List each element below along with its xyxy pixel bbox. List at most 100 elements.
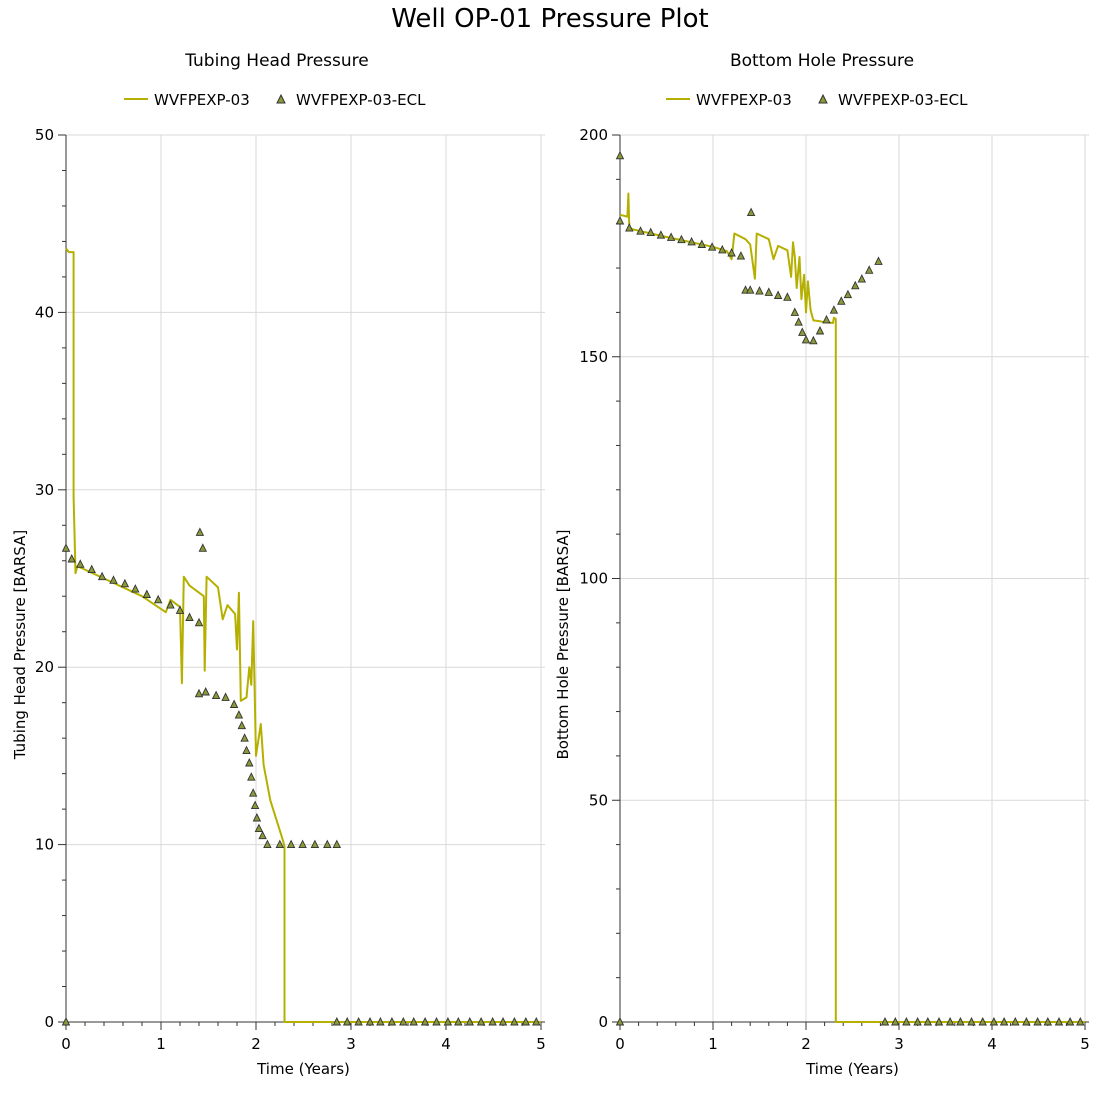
data-point-marker bbox=[263, 839, 272, 849]
data-point-marker bbox=[891, 1016, 900, 1026]
data-point-marker bbox=[120, 578, 130, 588]
data-point-marker bbox=[837, 296, 846, 305]
data-point-marker bbox=[420, 1016, 430, 1026]
data-point-marker bbox=[465, 1016, 475, 1026]
legend-entry-label: WVFPEXP-03 bbox=[696, 91, 792, 109]
x-tick-label: 2 bbox=[251, 1035, 261, 1053]
data-point-marker bbox=[764, 287, 774, 296]
series-1 bbox=[65, 247, 541, 1023]
chart-panel-2: Bottom Hole Pressure WVFPEXP-03 WVFPEXP-03… bbox=[554, 51, 1090, 1078]
data-point-marker bbox=[809, 335, 818, 345]
data-point-marker bbox=[323, 839, 332, 849]
grid bbox=[66, 134, 545, 1022]
y-tick-label: 20 bbox=[35, 658, 54, 676]
data-point-marker bbox=[1076, 1016, 1085, 1026]
series-1 bbox=[619, 192, 1085, 1023]
y-axis-label: Bottom Hole Pressure [BARSA] bbox=[554, 530, 572, 760]
data-point-marker bbox=[687, 236, 696, 246]
data-point-marker bbox=[857, 274, 867, 283]
data-point-marker bbox=[1054, 1016, 1064, 1026]
data-point-marker bbox=[790, 307, 800, 316]
data-point-marker bbox=[851, 280, 860, 290]
data-point-marker bbox=[798, 327, 807, 336]
data-point-marker bbox=[248, 788, 258, 797]
data-point-marker bbox=[727, 247, 736, 257]
data-point-marker bbox=[999, 1016, 1009, 1026]
data-point-marker bbox=[399, 1016, 408, 1026]
data-point-marker bbox=[332, 839, 342, 849]
grid bbox=[620, 134, 1089, 1022]
data-point-marker bbox=[97, 571, 107, 581]
data-point-marker bbox=[221, 692, 230, 701]
data-point-marker bbox=[131, 584, 140, 593]
data-point-marker bbox=[801, 334, 811, 344]
chart-title: Tubing Head Pressure bbox=[184, 51, 369, 71]
x-tick-label: 3 bbox=[894, 1035, 904, 1053]
data-point-marker bbox=[109, 575, 118, 584]
data-point-marker bbox=[175, 605, 185, 614]
data-point-marker bbox=[237, 720, 247, 730]
data-point-marker bbox=[166, 600, 175, 609]
x-tick-label: 4 bbox=[987, 1035, 997, 1053]
y-tick-label: 100 bbox=[579, 570, 608, 588]
y-tick-label: 0 bbox=[44, 1013, 54, 1031]
data-point-marker bbox=[194, 688, 204, 698]
data-point-marker bbox=[880, 1016, 890, 1026]
data-point-marker bbox=[646, 227, 655, 237]
data-point-marker bbox=[1043, 1016, 1053, 1026]
legend: WVFPEXP-03 WVFPEXP-03-ECL bbox=[666, 91, 968, 109]
data-point-marker bbox=[1011, 1016, 1020, 1026]
data-point-marker bbox=[864, 265, 874, 274]
data-point-marker bbox=[298, 839, 307, 849]
data-point-marker bbox=[185, 612, 194, 621]
data-point-marker bbox=[666, 232, 676, 241]
data-point-marker bbox=[153, 594, 163, 604]
data-point-marker bbox=[783, 292, 792, 301]
chart-title: Bottom Hole Pressure bbox=[730, 51, 914, 71]
y-tick-label: 30 bbox=[35, 481, 54, 499]
data-point-marker bbox=[874, 256, 883, 265]
x-axis-label: Time (Years) bbox=[256, 1060, 350, 1078]
y-tick-label: 50 bbox=[35, 126, 54, 144]
legend-entry-label: WVFPEXP-03-ECL bbox=[296, 91, 426, 109]
x-axis-label: Time (Years) bbox=[805, 1060, 899, 1078]
data-point-marker bbox=[432, 1016, 441, 1026]
data-point-marker bbox=[286, 839, 296, 849]
data-point-marker bbox=[815, 325, 825, 335]
data-point-marker bbox=[488, 1016, 497, 1026]
data-point-marker bbox=[956, 1016, 965, 1026]
data-point-marker bbox=[913, 1016, 922, 1026]
data-point-marker bbox=[636, 226, 645, 235]
data-point-marker bbox=[409, 1016, 418, 1026]
chart-panel-1: Tubing Head Pressure WVFPEXP-03 WVFPEXP-03… bbox=[11, 51, 546, 1078]
x-tick-label: 0 bbox=[61, 1035, 71, 1053]
x-tick-label: 2 bbox=[801, 1035, 811, 1053]
data-point-marker bbox=[76, 559, 85, 568]
x-tick-label: 3 bbox=[346, 1035, 356, 1053]
data-point-marker bbox=[746, 207, 756, 217]
data-point-marker bbox=[142, 589, 152, 598]
data-point-marker bbox=[656, 230, 666, 239]
data-point-marker bbox=[615, 1016, 625, 1026]
y-tick-label: 0 bbox=[598, 1013, 608, 1031]
data-point-marker bbox=[240, 733, 249, 742]
data-point-marker bbox=[677, 234, 686, 244]
legend: WVFPEXP-03 WVFPEXP-03-ECL bbox=[124, 91, 426, 109]
series-line bbox=[65, 247, 541, 1023]
data-point-marker bbox=[1022, 1016, 1031, 1026]
data-point-marker bbox=[510, 1016, 519, 1026]
data-point-marker bbox=[902, 1016, 911, 1026]
y-tick-label: 50 bbox=[589, 791, 608, 809]
data-point-marker bbox=[822, 314, 831, 324]
data-point-marker bbox=[718, 244, 727, 254]
data-point-marker bbox=[211, 690, 221, 700]
data-point-marker bbox=[476, 1016, 486, 1026]
data-point-marker bbox=[387, 1016, 397, 1026]
legend-marker-swatch bbox=[276, 93, 286, 104]
data-point-marker bbox=[755, 286, 764, 295]
data-point-marker bbox=[989, 1016, 999, 1026]
data-point-marker bbox=[365, 1016, 375, 1026]
data-point-marker bbox=[250, 800, 260, 810]
series-2 bbox=[615, 150, 1085, 1026]
